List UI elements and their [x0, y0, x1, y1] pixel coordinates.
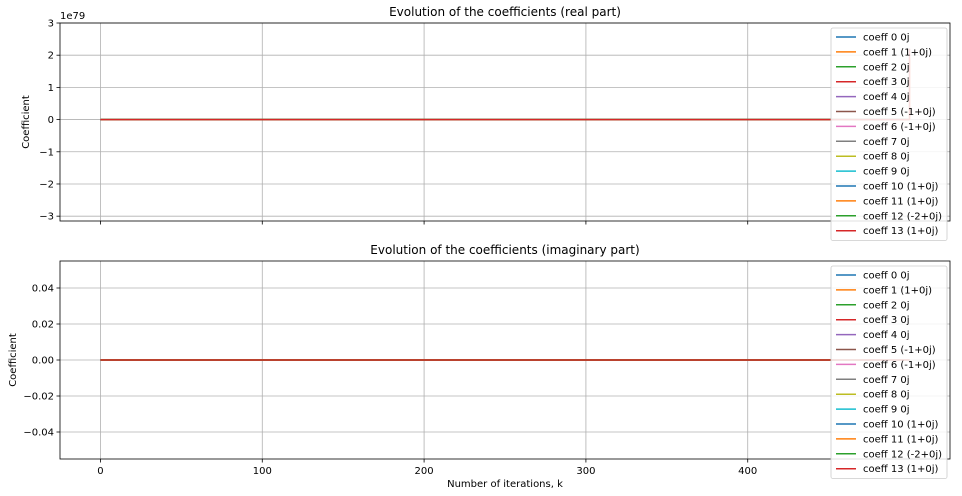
x-tick-label: 200 [415, 466, 434, 477]
legend-box [830, 27, 948, 242]
legend-entry: coeff 2 0j [863, 300, 910, 311]
real-part-chart: −3 −2 −1 0 1 2 3 1e79 Evolution of the coefficie… [21, 5, 951, 242]
legend-entry: coeff 11 (1+0j) [863, 434, 939, 445]
legend-entry: coeff 5 (-1+0j) [863, 107, 936, 118]
y-tick-label: −3 [39, 212, 54, 223]
legend-entry: coeff 1 (1+0j) [863, 47, 932, 58]
legend-entry: coeff 9 0j [863, 405, 910, 416]
y-offset-text: 1e79 [60, 11, 85, 22]
y-axis-label: Coefficient [21, 95, 32, 149]
y-tick-label: 0.00 [32, 356, 54, 367]
x-tick-label: 100 [253, 466, 272, 477]
legend-entry: coeff 12 (-2+0j) [863, 449, 942, 460]
legend-entry: coeff 1 (1+0j) [863, 285, 932, 296]
y-tick-label: 0 [48, 115, 54, 126]
legend-box [830, 265, 948, 480]
legend-entry: coeff 0 0j [863, 271, 910, 282]
legend-entry: coeff 4 0j [863, 330, 910, 341]
legend-entry: coeff 6 (-1+0j) [863, 360, 936, 371]
y-tick-label: 0.02 [32, 320, 54, 331]
x-tick-label: 400 [738, 466, 757, 477]
x-tick-label: 300 [576, 466, 595, 477]
legend-entry: coeff 10 (1+0j) [863, 182, 939, 193]
legend-entry: coeff 5 (-1+0j) [863, 345, 936, 356]
plot-lines [100, 48, 911, 121]
x-axis-label: Number of iterations, k [447, 479, 563, 490]
legend-entry: coeff 10 (1+0j) [863, 420, 939, 431]
legend-entry: coeff 8 0j [863, 390, 910, 401]
y-tick-label: −0.04 [23, 428, 54, 439]
y-tick-label: 0.04 [32, 284, 54, 295]
y-tick-label: −1 [39, 147, 54, 158]
legend-entry: coeff 13 (1+0j) [863, 464, 939, 475]
y-tick-label: 2 [48, 51, 54, 62]
legend-entry: coeff 0 0j [863, 33, 910, 44]
legend-entry: coeff 7 0j [863, 375, 910, 386]
legend: coeff 0 0j coeff 1 (1+0j) coeff 2 0j coeff … [830, 265, 948, 480]
legend: coeff 0 0j coeff 1 (1+0j) coeff 2 0j coeff … [830, 27, 948, 242]
legend-entry: coeff 3 0j [863, 77, 910, 88]
legend-entry: coeff 9 0j [863, 167, 910, 178]
legend-entry: coeff 12 (-2+0j) [863, 211, 942, 222]
legend-entry: coeff 13 (1+0j) [863, 226, 939, 237]
y-axis-label: Coefficient [8, 333, 19, 387]
legend-entry: coeff 11 (1+0j) [863, 196, 939, 207]
y-tick-label: 1 [48, 83, 54, 94]
chart-title: Evolution of the coefficients (real part… [389, 5, 621, 19]
y-tick-label: −0.02 [23, 392, 54, 403]
y-tick-label: 3 [48, 19, 54, 30]
legend-entry: coeff 4 0j [863, 92, 910, 103]
chart-title: Evolution of the coefficients (imaginary… [370, 243, 639, 257]
legend-entry: coeff 3 0j [863, 315, 910, 326]
legend-entry: coeff 6 (-1+0j) [863, 122, 936, 133]
imaginary-part-chart: 0 100 200 300 400 −0.04 −0.02 0.00 0.02 0.04 Evolu… [8, 243, 951, 490]
legend-entry: coeff 8 0j [863, 152, 910, 163]
legend-entry: coeff 2 0j [863, 62, 910, 73]
axes-frame [59, 22, 951, 222]
legend-entry: coeff 7 0j [863, 137, 910, 148]
y-tick-label: −2 [39, 179, 54, 190]
x-tick-label: 0 [97, 466, 103, 477]
